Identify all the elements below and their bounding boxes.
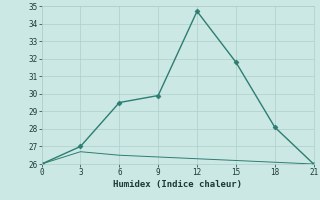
X-axis label: Humidex (Indice chaleur): Humidex (Indice chaleur) [113, 180, 242, 189]
